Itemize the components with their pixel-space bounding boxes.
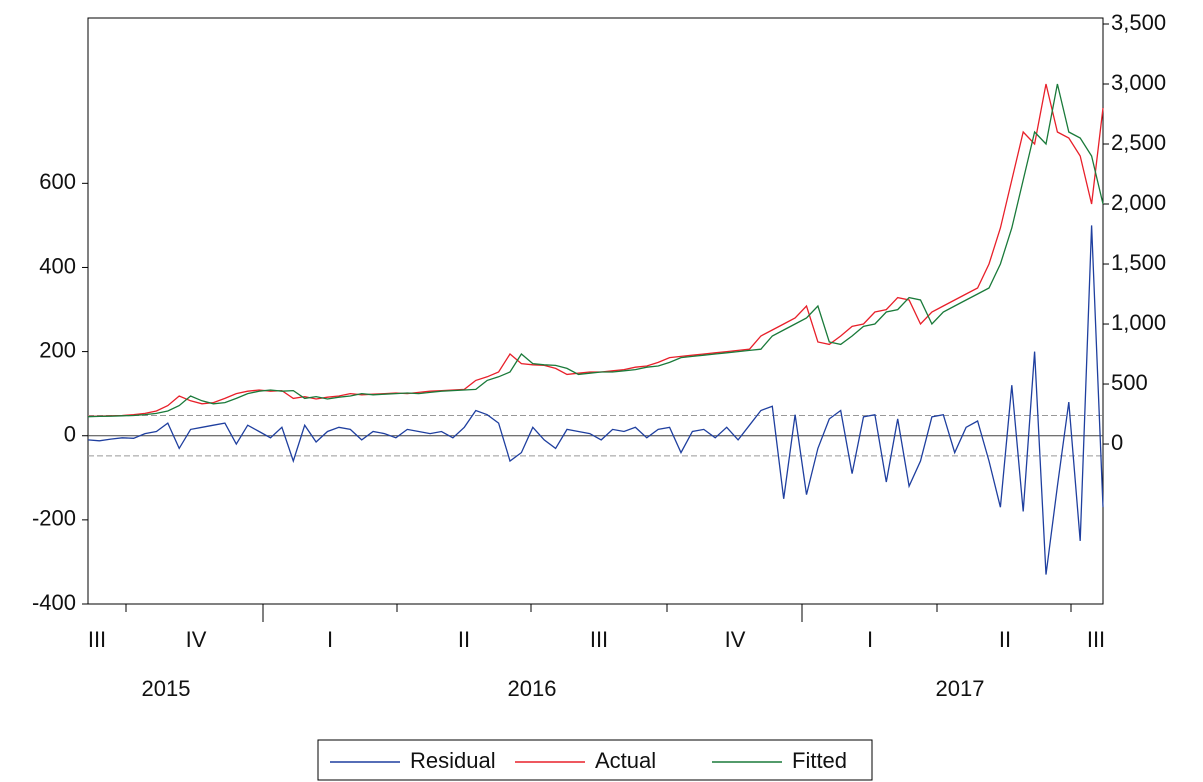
y-tick-label: 400 bbox=[39, 253, 76, 278]
y2-tick-label: 3,500 bbox=[1111, 10, 1166, 35]
x-tick-label: II bbox=[999, 627, 1011, 652]
y-tick-label: 0 bbox=[64, 422, 76, 447]
y-tick-label: 200 bbox=[39, 337, 76, 362]
x-tick-label: I bbox=[867, 627, 873, 652]
x-tick-label: II bbox=[458, 627, 470, 652]
y2-tick-label: 2,500 bbox=[1111, 130, 1166, 155]
x-tick-label: IV bbox=[186, 627, 207, 652]
y2-tick-label: 500 bbox=[1111, 370, 1148, 395]
y2-tick-label: 0 bbox=[1111, 430, 1123, 455]
year-label: 2015 bbox=[142, 676, 191, 701]
y-tick-label: -400 bbox=[32, 590, 76, 615]
legend-label: Residual bbox=[410, 748, 496, 773]
x-tick-label: III bbox=[1087, 627, 1105, 652]
legend-label: Fitted bbox=[792, 748, 847, 773]
y2-tick-label: 2,000 bbox=[1111, 190, 1166, 215]
y2-tick-label: 3,000 bbox=[1111, 70, 1166, 95]
y2-tick-label: 1,000 bbox=[1111, 310, 1166, 335]
x-tick-label: III bbox=[590, 627, 608, 652]
x-tick-label: III bbox=[88, 627, 106, 652]
plot-frame bbox=[87, 17, 1104, 605]
y-tick-label: 600 bbox=[39, 169, 76, 194]
series-line bbox=[87, 225, 1104, 575]
x-tick-label: I bbox=[327, 627, 333, 652]
series-line bbox=[87, 83, 1104, 418]
series-line bbox=[87, 83, 1104, 418]
year-label: 2016 bbox=[508, 676, 557, 701]
legend-box bbox=[317, 739, 873, 781]
year-label: 2017 bbox=[936, 676, 985, 701]
y-tick-label: -200 bbox=[32, 506, 76, 531]
y2-tick-label: 1,500 bbox=[1111, 250, 1166, 275]
x-tick-label: IV bbox=[725, 627, 746, 652]
legend-label: Actual bbox=[595, 748, 656, 773]
